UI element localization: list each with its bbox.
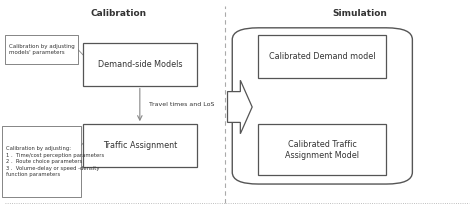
Polygon shape (228, 80, 252, 134)
Text: Calibrated Traffic
Assignment Model: Calibrated Traffic Assignment Model (285, 140, 359, 159)
FancyBboxPatch shape (2, 126, 81, 197)
FancyBboxPatch shape (5, 35, 78, 64)
FancyBboxPatch shape (83, 43, 197, 86)
FancyBboxPatch shape (258, 35, 386, 78)
Text: Calibration by adjusting
models' parameters: Calibration by adjusting models' paramet… (9, 44, 74, 55)
Text: Simulation: Simulation (333, 9, 388, 18)
Text: Travel times and LoS: Travel times and LoS (149, 102, 215, 107)
Text: Calibration: Calibration (91, 9, 146, 18)
FancyBboxPatch shape (258, 124, 386, 175)
Text: Calibration by adjusting:
1 .  Time/cost perception parameters
2 .  Route choice: Calibration by adjusting: 1 . Time/cost … (6, 146, 104, 177)
Text: Demand-side Models: Demand-side Models (98, 60, 182, 69)
Text: Calibrated Demand model: Calibrated Demand model (269, 52, 375, 61)
FancyBboxPatch shape (83, 124, 197, 167)
Text: Traffic Assignment: Traffic Assignment (103, 141, 177, 150)
